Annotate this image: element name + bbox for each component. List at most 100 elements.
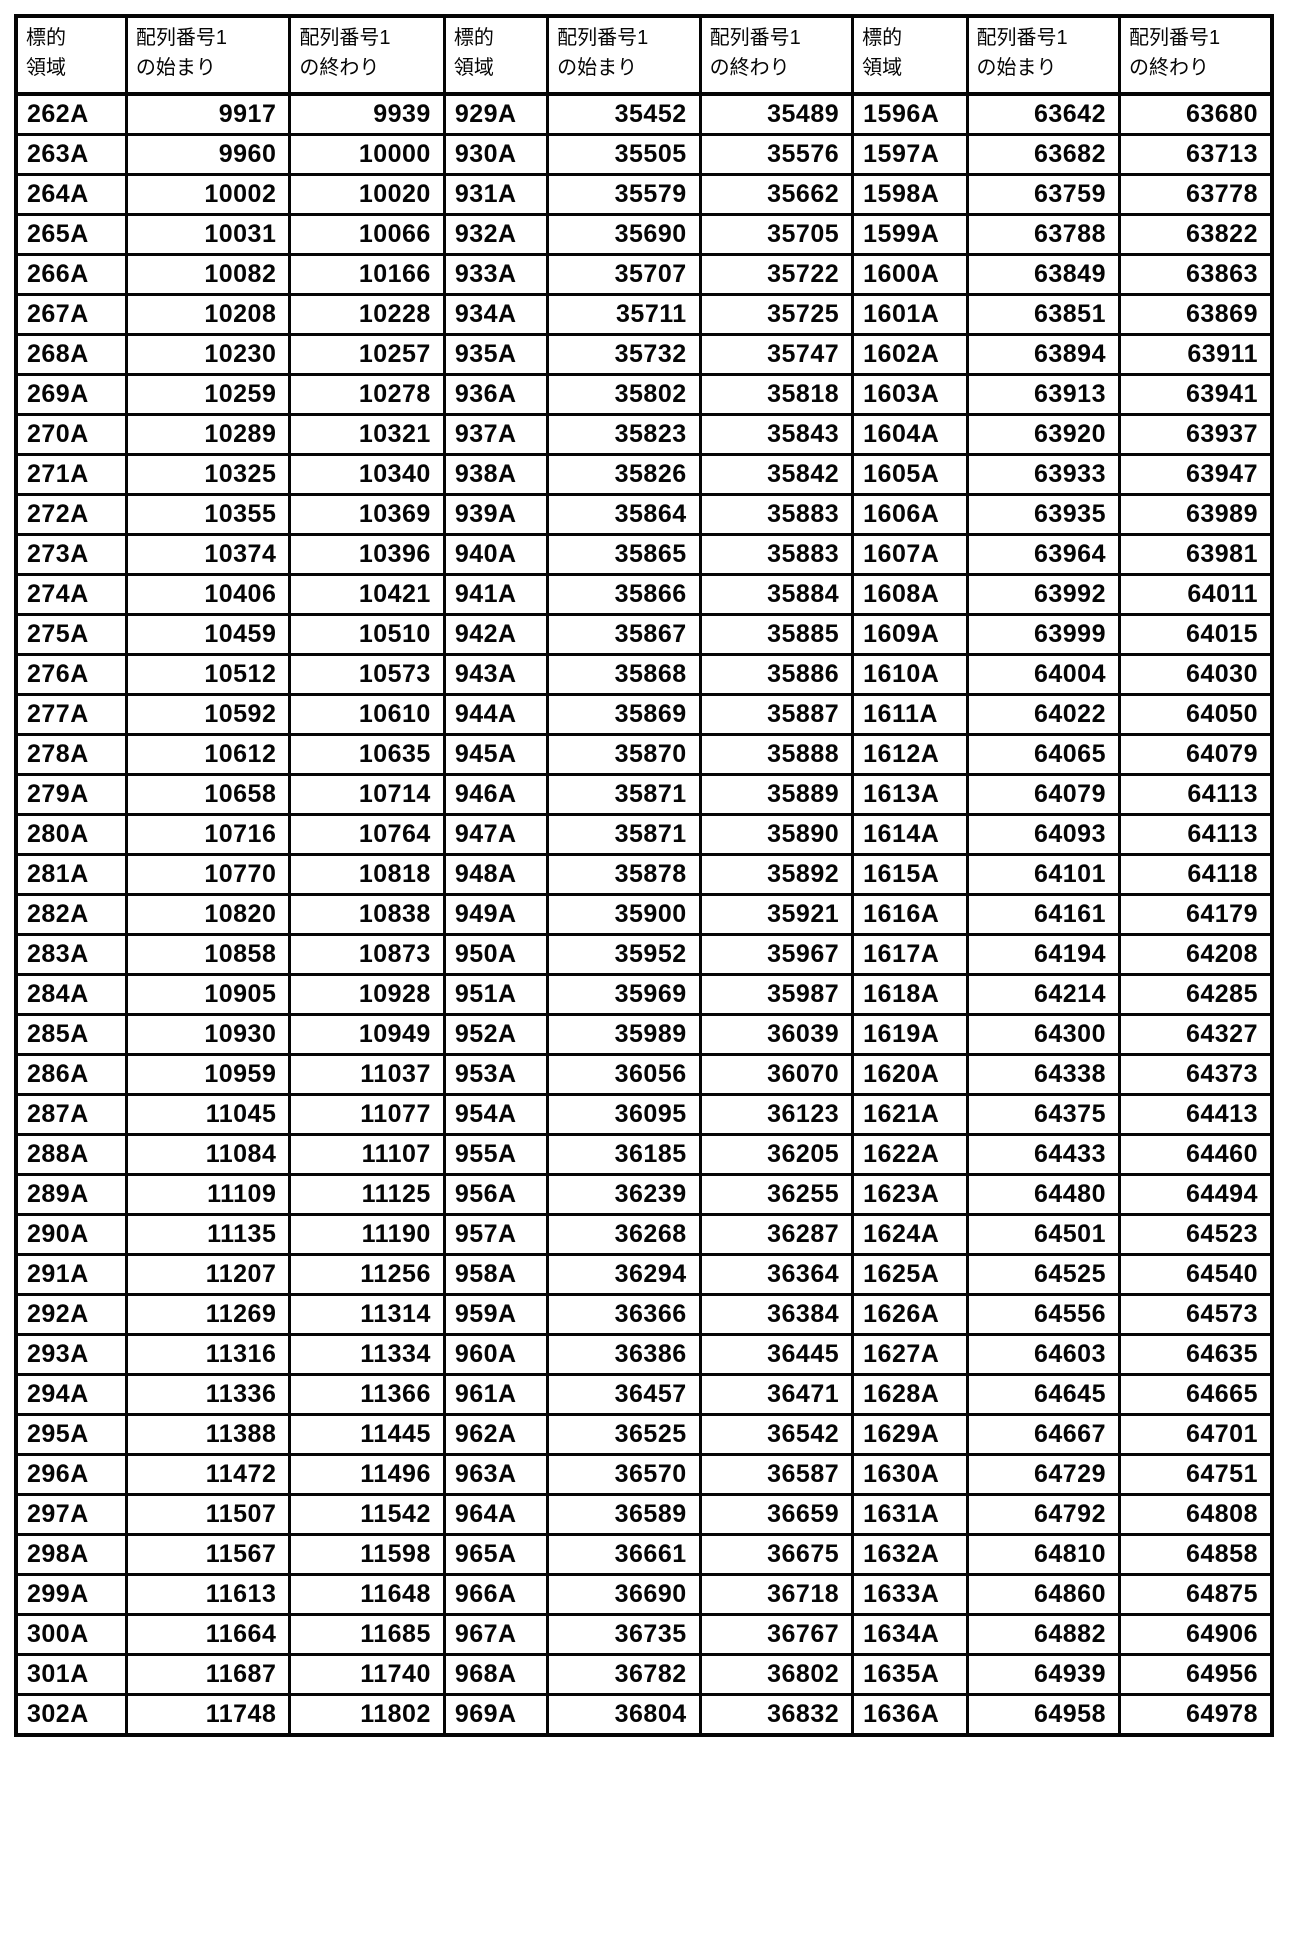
cell-seq-start: 11135	[124, 1213, 292, 1256]
cell-seq-start: 36095	[546, 1093, 702, 1136]
cell-seq-end: 11314	[288, 1293, 446, 1336]
cell-seq-start: 64214	[965, 973, 1121, 1016]
cell-target-region: 961A	[442, 1373, 550, 1416]
cell-seq-end: 10818	[288, 853, 446, 896]
cell-seq-end: 64906	[1117, 1613, 1274, 1656]
cell-seq-end: 64373	[1117, 1053, 1274, 1096]
cell-seq-start: 63788	[965, 213, 1121, 256]
cell-seq-end: 64079	[1117, 733, 1274, 776]
cell-seq-start: 35989	[546, 1013, 702, 1056]
cell-target-region: 1628A	[851, 1373, 969, 1416]
cell-seq-end: 10000	[288, 133, 446, 176]
cell-target-region: 1603A	[851, 373, 969, 416]
cell-target-region: 969A	[442, 1693, 550, 1737]
cell-target-region: 286A	[14, 1053, 128, 1096]
table-row: 275A 10459 10510 942A 35867 35885 1609A 63999 64…	[14, 613, 1274, 656]
cell-target-region: 289A	[14, 1173, 128, 1216]
cell-seq-start: 35870	[546, 733, 702, 776]
cell-seq-start: 64433	[965, 1133, 1121, 1176]
cell-target-region: 1602A	[851, 333, 969, 376]
cell-target-region: 968A	[442, 1653, 550, 1696]
cell-seq-start: 10592	[124, 693, 292, 736]
table-row: 262A 9917 9939 929A 35452 35489 1596A 63642 6368…	[14, 92, 1274, 136]
cell-seq-end: 10020	[288, 173, 446, 216]
cell-seq-end: 63869	[1117, 293, 1274, 336]
cell-seq-end: 35662	[698, 173, 855, 216]
cell-seq-start: 64004	[965, 653, 1121, 696]
cell-seq-start: 64810	[965, 1533, 1121, 1576]
cell-seq-start: 10406	[124, 573, 292, 616]
cell-seq-start: 35867	[546, 613, 702, 656]
cell-seq-end: 64523	[1117, 1213, 1274, 1256]
table-row: 292A 11269 11314 959A 36366 36384 1626A 64556 64…	[14, 1293, 1274, 1336]
cell-seq-start: 63933	[965, 453, 1121, 496]
cell-target-region: 958A	[442, 1253, 550, 1296]
cell-seq-end: 63680	[1117, 92, 1274, 136]
cell-target-region: 946A	[442, 773, 550, 816]
cell-seq-start: 11664	[124, 1613, 292, 1656]
cell-seq-end: 35489	[698, 92, 855, 136]
cell-seq-start: 10716	[124, 813, 292, 856]
cell-seq-start: 64022	[965, 693, 1121, 736]
cell-seq-start: 36386	[546, 1333, 702, 1376]
cell-target-region: 265A	[14, 213, 128, 256]
cell-seq-start: 35707	[546, 253, 702, 296]
cell-seq-start: 64338	[965, 1053, 1121, 1096]
cell-seq-start: 10612	[124, 733, 292, 776]
cell-seq-start: 63759	[965, 173, 1121, 216]
cell-target-region: 940A	[442, 533, 550, 576]
cell-seq-end: 10610	[288, 693, 446, 736]
cell-seq-end: 10873	[288, 933, 446, 976]
table-row: 297A 11507 11542 964A 36589 36659 1631A 64792 64…	[14, 1493, 1274, 1536]
cell-target-region: 936A	[442, 373, 550, 416]
cell-seq-start: 36366	[546, 1293, 702, 1336]
cell-seq-start: 64065	[965, 733, 1121, 776]
cell-target-region: 934A	[442, 293, 550, 336]
cell-seq-start: 10905	[124, 973, 292, 1016]
cell-seq-end: 64011	[1117, 573, 1274, 616]
table-row: 265A 10031 10066 932A 35690 35705 1599A 63788 63…	[14, 213, 1274, 256]
cell-seq-end: 10949	[288, 1013, 446, 1056]
cell-target-region: 297A	[14, 1493, 128, 1536]
cell-seq-end: 35967	[698, 933, 855, 976]
cell-seq-start: 36782	[546, 1653, 702, 1696]
cell-seq-start: 11316	[124, 1333, 292, 1376]
table-row: 284A 10905 10928 951A 35969 35987 1618A 64214 64…	[14, 973, 1274, 1016]
cell-seq-start: 35690	[546, 213, 702, 256]
cell-seq-end: 64494	[1117, 1173, 1274, 1216]
cell-seq-end: 11740	[288, 1653, 446, 1696]
cell-seq-end: 35576	[698, 133, 855, 176]
cell-target-region: 1614A	[851, 813, 969, 856]
cell-target-region: 1634A	[851, 1613, 969, 1656]
cell-target-region: 1632A	[851, 1533, 969, 1576]
cell-seq-start: 10512	[124, 653, 292, 696]
cell-seq-end: 11542	[288, 1493, 446, 1536]
cell-target-region: 1612A	[851, 733, 969, 776]
cell-seq-start: 64667	[965, 1413, 1121, 1456]
cell-seq-start: 11472	[124, 1453, 292, 1496]
cell-seq-start: 63935	[965, 493, 1121, 536]
cell-seq-start: 11687	[124, 1653, 292, 1696]
cell-seq-end: 36767	[698, 1613, 855, 1656]
cell-seq-start: 64501	[965, 1213, 1121, 1256]
cell-seq-start: 11336	[124, 1373, 292, 1416]
cell-target-region: 266A	[14, 253, 128, 296]
cell-target-region: 282A	[14, 893, 128, 936]
cell-seq-start: 35868	[546, 653, 702, 696]
cell-target-region: 287A	[14, 1093, 128, 1136]
cell-target-region: 947A	[442, 813, 550, 856]
cell-seq-start: 11207	[124, 1253, 292, 1296]
cell-seq-end: 64540	[1117, 1253, 1274, 1296]
cell-target-region: 301A	[14, 1653, 128, 1696]
cell-seq-start: 64375	[965, 1093, 1121, 1136]
table-row: 267A 10208 10228 934A 35711 35725 1601A 63851 63…	[14, 293, 1274, 336]
cell-target-region: 1630A	[851, 1453, 969, 1496]
table-row: 299A 11613 11648 966A 36690 36718 1633A 64860 64…	[14, 1573, 1274, 1616]
cell-target-region: 966A	[442, 1573, 550, 1616]
table-row: 301A 11687 11740 968A 36782 36802 1635A 64939 64…	[14, 1653, 1274, 1696]
cell-target-region: 933A	[442, 253, 550, 296]
cell-seq-start: 35826	[546, 453, 702, 496]
cell-target-region: 275A	[14, 613, 128, 656]
document-page: 標的 領域 配列番号1 の始まり 配列番号1 の終わり 標的 領域 配列番号1 の始まり…	[14, 14, 1274, 1737]
cell-seq-end: 36659	[698, 1493, 855, 1536]
